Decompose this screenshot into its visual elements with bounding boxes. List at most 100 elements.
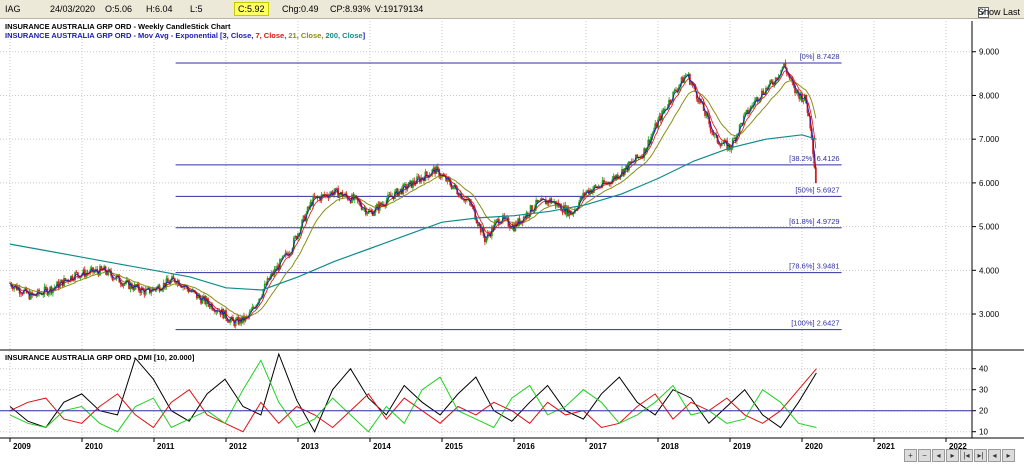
- candle-body: [322, 194, 324, 195]
- candle-body: [13, 286, 16, 290]
- prev-icon[interactable]: ◂: [988, 449, 1001, 462]
- last-icon[interactable]: ▸|: [974, 449, 987, 462]
- candle-body: [176, 280, 179, 284]
- candle-body: [772, 81, 774, 85]
- candle-body: [812, 137, 814, 155]
- candle-body: [618, 176, 621, 179]
- candle-body: [323, 194, 326, 196]
- candle-body: [153, 288, 155, 290]
- candle-body: [140, 287, 143, 294]
- candle-body: [478, 224, 481, 226]
- candle-body: [263, 283, 266, 290]
- candle-body: [266, 278, 269, 285]
- candle-body: [550, 198, 553, 204]
- candle-body: [485, 238, 488, 243]
- next-icon[interactable]: ▸: [1002, 449, 1015, 462]
- candle-body: [751, 105, 754, 107]
- candle-body: [621, 169, 623, 175]
- show-last-checkbox[interactable]: ✓: [978, 7, 989, 18]
- candle-body: [106, 272, 108, 275]
- ma-legend-item-2: 21, Close,: [288, 31, 325, 40]
- candle-body: [405, 184, 407, 190]
- ma-legend-prefix: INSURANCE AUSTRALIA GRP ORD - Mov Avg - …: [5, 31, 223, 40]
- scroll-right-icon[interactable]: ▸: [946, 449, 959, 462]
- candle-body: [452, 186, 454, 189]
- candle-body: [799, 93, 802, 99]
- candle-body: [709, 124, 712, 131]
- candle-body: [510, 227, 513, 229]
- candle-body: [129, 283, 132, 289]
- y-tick-label: 8.000: [979, 91, 1000, 100]
- candle-body: [690, 83, 693, 85]
- candle-body: [788, 74, 791, 78]
- candle-body: [471, 205, 474, 207]
- candle-body: [283, 254, 286, 256]
- candle-body: [35, 295, 38, 297]
- candle-body: [654, 123, 657, 131]
- candle-body: [418, 177, 421, 183]
- candle-body: [565, 206, 568, 215]
- scroll-left-icon[interactable]: ◂: [932, 449, 945, 462]
- candle-body: [310, 202, 313, 206]
- zoom-out-icon[interactable]: −: [918, 449, 931, 462]
- candle-body: [459, 193, 461, 198]
- x-tick-label: 2011: [157, 442, 175, 451]
- volume-value: V:19179134: [375, 4, 424, 14]
- candle-body: [682, 77, 684, 83]
- candle-body: [112, 278, 115, 280]
- x-tick-label: 2013: [301, 442, 319, 451]
- candle-body: [546, 200, 549, 205]
- candle-body: [463, 199, 466, 202]
- candle-body: [730, 147, 733, 150]
- candle-body: [747, 109, 749, 114]
- candle-body: [580, 197, 583, 199]
- candle-body: [695, 92, 698, 99]
- candle-body: [403, 184, 406, 185]
- candle-body: [675, 89, 677, 91]
- candle-body: [720, 143, 723, 147]
- candle-body: [172, 276, 175, 279]
- candle-body: [770, 80, 773, 82]
- candle-body: [315, 196, 317, 198]
- candle-body: [673, 89, 676, 92]
- candle-body: [295, 236, 298, 240]
- candle-body: [179, 285, 182, 287]
- candle-body: [475, 219, 478, 224]
- candle-body: [229, 319, 232, 323]
- candle-body: [479, 224, 482, 233]
- candle-body: [308, 206, 310, 208]
- candle-body: [20, 293, 22, 295]
- candle-body: [316, 196, 319, 198]
- y-tick-label: 7.000: [979, 135, 1000, 144]
- candle-body: [100, 266, 103, 269]
- candle-body: [270, 272, 273, 277]
- candle-body: [655, 123, 658, 128]
- candle-body: [586, 189, 589, 192]
- open-value: O:5.06: [105, 4, 133, 14]
- candle-body: [313, 195, 316, 198]
- chart-area[interactable]: [0%] 8.7428[38.2%] 6.4126[50%] 5.6927[61…: [0, 19, 1024, 464]
- candle-body: [705, 112, 708, 116]
- fib-levels: [0%] 8.7428[38.2%] 6.4126[50%] 5.6927[61…: [175, 52, 842, 331]
- candle-body: [47, 292, 50, 295]
- candle-body: [197, 295, 200, 299]
- candle-body: [320, 194, 323, 201]
- candle-body: [435, 166, 438, 174]
- candle-body: [64, 278, 67, 281]
- candle-body: [497, 218, 500, 224]
- candle-body: [166, 278, 169, 282]
- first-icon[interactable]: |◂: [960, 449, 973, 462]
- candle-body: [367, 210, 370, 214]
- candle-body: [734, 137, 737, 141]
- candle-body: [298, 233, 301, 235]
- candle-body: [698, 98, 701, 103]
- zoom-in-icon[interactable]: +: [904, 449, 917, 462]
- candle-body: [63, 278, 65, 287]
- candle-body: [711, 130, 713, 133]
- candle-body: [658, 115, 661, 120]
- candle-body: [214, 310, 216, 313]
- candle-body: [802, 100, 805, 102]
- candle-body: [564, 205, 567, 215]
- fib-label: [61.8%] 4.9729: [789, 217, 839, 226]
- candle-body: [380, 202, 382, 205]
